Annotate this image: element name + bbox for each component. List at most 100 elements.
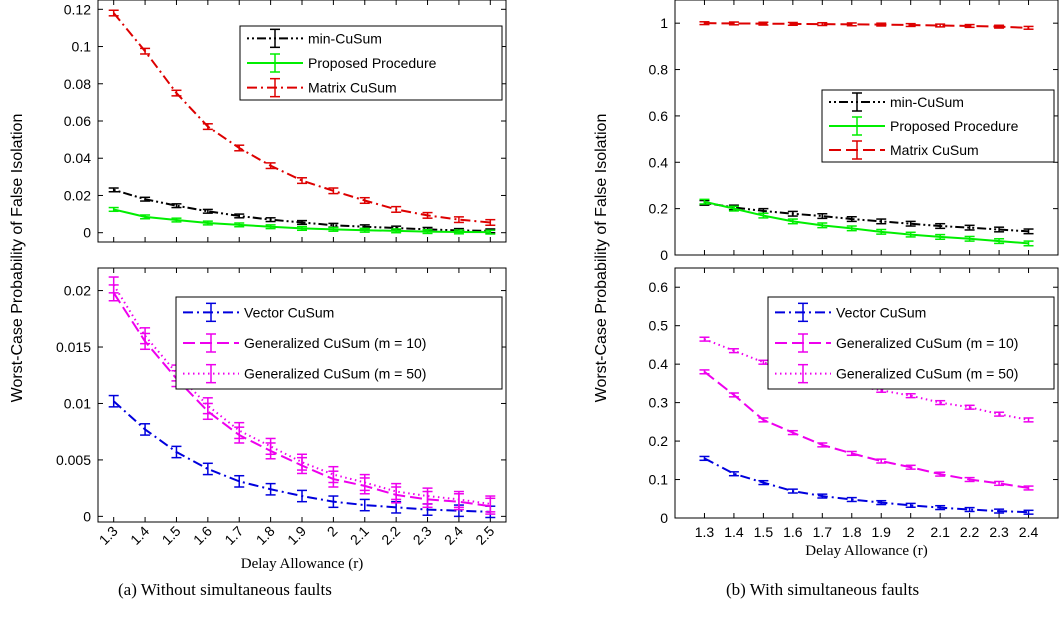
error-bar xyxy=(817,212,828,220)
x-tick-label: 1.4 xyxy=(724,524,744,540)
error-bar xyxy=(202,220,213,226)
x-tick-label: 2.3 xyxy=(989,524,1009,540)
error-bar xyxy=(935,23,946,28)
legend-label: Proposed Procedure xyxy=(308,55,437,71)
x-tick-label: 2 xyxy=(324,523,341,540)
error-bar xyxy=(1023,25,1034,30)
error-bar xyxy=(108,187,119,193)
legend-item: Matrix CuSum xyxy=(247,77,397,98)
error-bar xyxy=(265,224,276,230)
error-bar xyxy=(234,144,245,152)
y-tick-label: 0.2 xyxy=(649,201,669,217)
error-bar xyxy=(935,222,946,230)
error-bar xyxy=(787,488,798,494)
x-tick-label: 1.9 xyxy=(284,523,309,548)
series-line xyxy=(704,201,1029,233)
x-tick-label: 1.7 xyxy=(813,524,833,540)
error-bar xyxy=(876,218,887,225)
legend-label: Vector CuSum xyxy=(836,304,926,320)
legend-label: Vector CuSum xyxy=(244,304,334,320)
y-tick-label: 0.1 xyxy=(649,472,669,488)
legend: min-CuSum Proposed Procedure Matrix CuSum xyxy=(821,89,1055,163)
x-tick-label: 1.5 xyxy=(754,524,774,540)
y-tick-label: 0.6 xyxy=(649,279,669,295)
error-bar xyxy=(817,493,828,499)
error-bar xyxy=(328,187,339,195)
legend-label: Generalized CuSum (m = 50) xyxy=(244,366,426,382)
error-bar xyxy=(485,229,496,235)
x-tick-label: 2.1 xyxy=(930,524,950,540)
y-tick-label: 0.015 xyxy=(56,339,91,355)
x-tick-label: 2 xyxy=(907,524,915,540)
error-bar xyxy=(994,226,1005,233)
chart-b-top: 0 0.2 0.4 0.6 0.8 1 min-CuSum Proposed Procedur… xyxy=(649,0,1059,263)
error-bar xyxy=(876,458,887,464)
y-tick-label: 0.6 xyxy=(649,108,669,124)
error-bar xyxy=(964,506,975,513)
y-tick-label: 0.005 xyxy=(56,452,91,468)
error-bar xyxy=(297,177,307,185)
y-tick-label: 0.01 xyxy=(64,395,91,411)
error-bar xyxy=(234,421,245,440)
error-bar xyxy=(699,455,710,462)
legend-label: Matrix CuSum xyxy=(890,142,979,158)
legend: Vector CuSum Generalized CuSum (m = 10) Ge… xyxy=(767,296,1055,390)
error-bar xyxy=(297,453,307,471)
error-bar xyxy=(202,208,213,214)
error-bar xyxy=(140,196,151,202)
error-bar xyxy=(728,21,739,26)
error-bar xyxy=(964,23,975,29)
x-tick-label: 2.3 xyxy=(410,523,435,548)
error-bar xyxy=(422,487,433,505)
error-bar xyxy=(758,417,769,423)
error-bar xyxy=(391,205,402,213)
error-bar xyxy=(171,89,182,97)
axes-frame xyxy=(674,0,1059,256)
error-bar xyxy=(391,228,402,234)
x-axis-label: Delay Allowance (r) xyxy=(241,556,363,572)
series-line xyxy=(703,371,1029,489)
error-bar xyxy=(328,226,339,232)
error-bar xyxy=(453,229,464,235)
error-bar xyxy=(359,227,370,233)
error-bar xyxy=(728,471,739,477)
x-tick-label: 1.7 xyxy=(221,523,246,548)
x-tick-label: 2.4 xyxy=(441,523,466,548)
x-tick-label: 1.4 xyxy=(127,523,152,548)
error-bar xyxy=(994,480,1005,487)
error-bar xyxy=(108,394,119,408)
error-bar xyxy=(758,212,769,219)
series-line xyxy=(704,200,1029,245)
error-bar xyxy=(140,214,151,220)
error-bar xyxy=(846,225,857,232)
series-1 xyxy=(699,369,1034,491)
legend-item: Proposed Procedure xyxy=(247,53,437,73)
series-0 xyxy=(699,199,1034,235)
error-bar xyxy=(140,47,151,55)
error-bar xyxy=(422,228,433,235)
legend-label: Generalized CuSum (m = 50) xyxy=(836,366,1018,382)
error-bar xyxy=(265,482,276,496)
x-tick-label: 1.8 xyxy=(253,523,278,548)
error-bar xyxy=(140,327,151,345)
error-bar xyxy=(359,196,370,205)
error-bar xyxy=(1023,240,1034,247)
x-tick-label: 1.3 xyxy=(96,523,121,548)
series-line xyxy=(704,22,1029,29)
ylabel-right: Worst-Case Probability of False Isolatio… xyxy=(593,114,610,403)
error-bar xyxy=(787,218,798,225)
x-tick-label: 1.6 xyxy=(190,523,215,548)
error-bar xyxy=(935,471,946,477)
error-bar xyxy=(787,429,798,436)
error-bar xyxy=(1023,509,1034,515)
y-tick-label: 0.06 xyxy=(64,113,91,129)
legend-label: Matrix CuSum xyxy=(308,80,397,96)
error-bar xyxy=(964,404,975,410)
error-bar xyxy=(876,499,887,506)
error-bar xyxy=(728,392,739,398)
error-bar xyxy=(297,219,307,226)
y-tick-label: 0.08 xyxy=(64,76,91,92)
error-bar xyxy=(905,502,916,508)
y-tick-label: 0.12 xyxy=(64,1,91,17)
